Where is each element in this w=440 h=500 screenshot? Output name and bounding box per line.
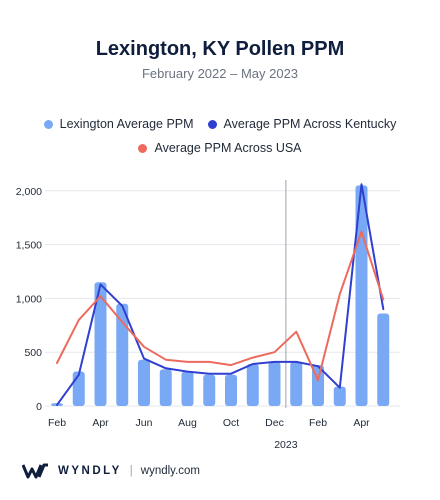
y-tick-label: 0 [36,401,42,413]
chart-subtitle: February 2022 – May 2023 [141,66,299,81]
y-tick-label: 500 [24,347,42,359]
legend-item-usa: Average PPM Across USA [138,141,302,155]
bar [138,359,150,406]
legend-marker-lexington [43,119,53,129]
footer: WYNDLY | wyndly.com [22,463,200,479]
legend-row-2: Average PPM Across USA [0,141,440,155]
series-line-usa [56,230,385,382]
footer-brand: WYNDLY [58,465,122,477]
y-tick-label: 1,000 [16,293,42,305]
wyndly-logo-icon [22,463,48,479]
y-tick-label: 2,000 [16,186,42,198]
legend-marker-usa [138,143,148,153]
legend-item-kentucky: Average PPM Across Kentucky [207,117,397,131]
x-tick-label: Jun [136,417,153,429]
y-tick-label: 1,500 [16,240,42,252]
legend-label-lexington: Lexington Average PPM [59,117,194,131]
bar [116,303,129,406]
bar [203,374,216,406]
x-tick-label: Oct [223,417,239,429]
bar [246,364,259,406]
legend-label-usa: Average PPM Across USA [154,141,302,155]
series-line-kentucky [56,183,385,406]
x-tick-label: Feb [48,417,66,429]
x-tick-label: Feb [309,417,327,429]
bar [377,313,390,406]
x-tick-label: Dec [265,417,284,429]
bar [181,371,194,406]
year-label: 2023 [274,439,298,451]
x-tick-label: Aug [178,417,197,429]
bar [159,369,172,406]
legend-row-1: Lexington Average PPM Average PPM Across… [0,117,440,131]
bar [72,371,85,406]
legend-marker-kentucky [207,119,217,129]
bar [333,386,346,406]
x-tick-label: Apr [92,417,109,429]
legend-label-kentucky: Average PPM Across Kentucky [223,117,397,131]
x-tick-label: Apr [353,417,370,429]
chart-title: Lexington, KY Pollen PPM [95,38,345,60]
footer-separator: | [129,465,133,477]
bar [268,361,281,406]
footer-site-link[interactable]: wyndly.com [140,465,200,477]
bar [225,374,237,406]
bar [94,282,107,406]
bar [290,361,303,406]
legend-item-lexington: Lexington Average PPM [43,117,194,131]
